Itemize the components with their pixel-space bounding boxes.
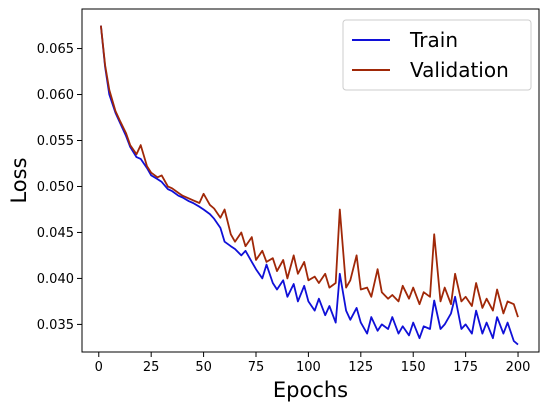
legend-label-train: Train [409, 28, 458, 52]
series-line-train [100, 25, 519, 346]
x-tick-label: 175 [453, 360, 478, 375]
y-tick-label: 0.055 [37, 134, 74, 149]
x-tick-label: 0 [95, 360, 103, 375]
x-tick-label: 25 [143, 360, 160, 375]
y-tick-label: 0.040 [37, 272, 74, 287]
legend-box [342, 19, 532, 91]
y-tick-label: 0.035 [37, 318, 74, 333]
x-tick-label: 75 [248, 360, 265, 375]
x-tick-label: 50 [195, 360, 212, 375]
y-axis: 0.035 0.040 0.045 0.050 0.055 0.060 0.065 [37, 42, 82, 333]
x-tick-label: 150 [401, 360, 426, 375]
x-axis: 0 25 50 75 100 125 150 175 200 [95, 352, 531, 375]
legend: Train Validation [342, 19, 532, 91]
y-tick-label: 0.060 [37, 88, 74, 103]
legend-label-validation: Validation [410, 58, 509, 82]
x-axis-label: Epochs [273, 378, 348, 402]
x-tick-label: 200 [506, 360, 531, 375]
y-tick-label: 0.050 [37, 180, 74, 195]
y-tick-label: 0.065 [37, 42, 74, 57]
plot-lines [100, 25, 519, 346]
x-tick-label: 100 [296, 360, 321, 375]
axes-frame [81, 8, 540, 353]
y-axis-label: Loss [7, 157, 31, 203]
y-tick-label: 0.045 [37, 226, 74, 241]
x-tick-label: 125 [348, 360, 373, 375]
series-line-validation [100, 25, 519, 318]
